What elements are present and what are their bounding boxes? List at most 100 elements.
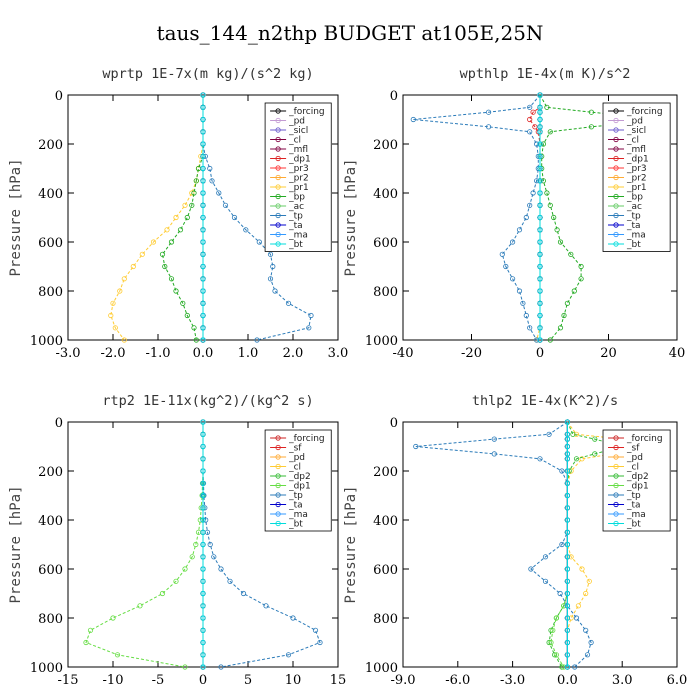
legend-marker [613, 444, 619, 451]
data-point [270, 263, 276, 270]
y-tick-label: 600 [38, 236, 63, 251]
legend-marker [275, 435, 281, 441]
data-point [548, 639, 554, 646]
data-point [592, 436, 598, 442]
panel-1: wprtp 1E-7x(m kg)/(s^2 kg) Pressure [hPa]… [8, 66, 348, 361]
data-point [564, 639, 571, 646]
x-tick-label: 15 [330, 673, 347, 688]
data-point [551, 214, 557, 221]
x-tick-label: 5 [244, 673, 252, 688]
data-point [200, 165, 206, 172]
legend-marker [275, 127, 281, 133]
data-point [537, 263, 543, 270]
legend-marker [613, 203, 619, 209]
data-point [578, 276, 584, 282]
data-point [200, 505, 206, 511]
data-point [200, 312, 206, 319]
data-point [537, 109, 543, 115]
data-point [564, 652, 571, 658]
x-tick-label: 3.0 [612, 673, 633, 688]
data-point [173, 214, 179, 221]
data-point [588, 639, 594, 646]
legend-marker [613, 482, 619, 489]
data-point [564, 664, 571, 670]
data-point [285, 300, 292, 306]
data-point [564, 615, 571, 621]
data-point [559, 664, 565, 670]
y-tick-label: 200 [373, 465, 398, 480]
legend-label: _tp [626, 491, 641, 501]
data-point [537, 276, 543, 282]
x-tick-label: 0.0 [193, 346, 214, 361]
data-point [200, 603, 206, 609]
data-point [209, 178, 215, 184]
data-point [413, 443, 419, 450]
legend-label: _cl [288, 136, 301, 146]
legend-label: _dp1 [626, 155, 649, 165]
data-point [583, 627, 589, 633]
legend-label: _sicl [288, 126, 308, 136]
data-point [588, 109, 595, 115]
legend-marker [275, 454, 281, 460]
data-point [200, 129, 206, 135]
data-point [168, 239, 175, 245]
data-point [527, 104, 533, 110]
data-point [537, 92, 543, 98]
data-point [114, 652, 121, 658]
data-point [537, 239, 543, 245]
legend-marker [613, 463, 619, 470]
data-point [564, 603, 571, 609]
x-tick-label: 20 [600, 346, 617, 361]
data-point [200, 554, 206, 560]
data-point [139, 251, 145, 257]
data-point [573, 431, 580, 437]
data-point [491, 436, 497, 442]
y-tick-label: 400 [373, 514, 398, 529]
legend-marker [613, 117, 619, 124]
data-point [410, 116, 416, 123]
data-point [200, 300, 206, 306]
figure-title: taus_144_n2thp BUDGET at105E,25N [157, 21, 544, 45]
data-point [200, 492, 206, 499]
data-point [499, 251, 505, 257]
data-point [182, 664, 188, 670]
legend-label: _ma [626, 231, 646, 241]
y-tick-label: 1000 [30, 334, 63, 349]
data-point [559, 468, 565, 474]
legend-label: _ta [288, 501, 303, 511]
legend-marker [275, 520, 281, 527]
y-tick-label: 200 [38, 138, 63, 153]
data-point [200, 419, 206, 425]
series-dp1 [83, 419, 206, 670]
data-point [528, 566, 534, 572]
legend-marker [275, 174, 281, 181]
data-point [200, 153, 206, 159]
x-tick-label: -5 [152, 673, 165, 688]
data-point [200, 480, 206, 486]
data-point [533, 178, 540, 184]
data-point [537, 202, 543, 208]
data-point [553, 652, 560, 658]
data-point [200, 590, 206, 597]
data-point [561, 603, 567, 609]
data-point [579, 456, 585, 462]
legend-label: _pd [288, 117, 305, 127]
data-point [588, 124, 595, 130]
panel-title: wprtp 1E-7x(m kg)/(s^2 kg) [102, 66, 313, 82]
data-point [579, 566, 585, 572]
legend-label: _pr2 [288, 174, 309, 184]
legend-label: _pd [288, 453, 305, 463]
y-axis-label: Pressure [hPa] [343, 485, 359, 603]
series-line [413, 94, 541, 341]
legend-label: _ac [626, 202, 642, 212]
legend-label: _ma [288, 510, 308, 520]
data-point [159, 590, 166, 597]
data-point [306, 325, 312, 331]
data-point [216, 190, 222, 196]
x-tick-label: -1.0 [145, 346, 170, 361]
legend-marker [613, 146, 619, 152]
data-point [571, 288, 577, 294]
data-point [537, 129, 543, 135]
data-point [568, 615, 574, 621]
data-point [540, 178, 547, 184]
